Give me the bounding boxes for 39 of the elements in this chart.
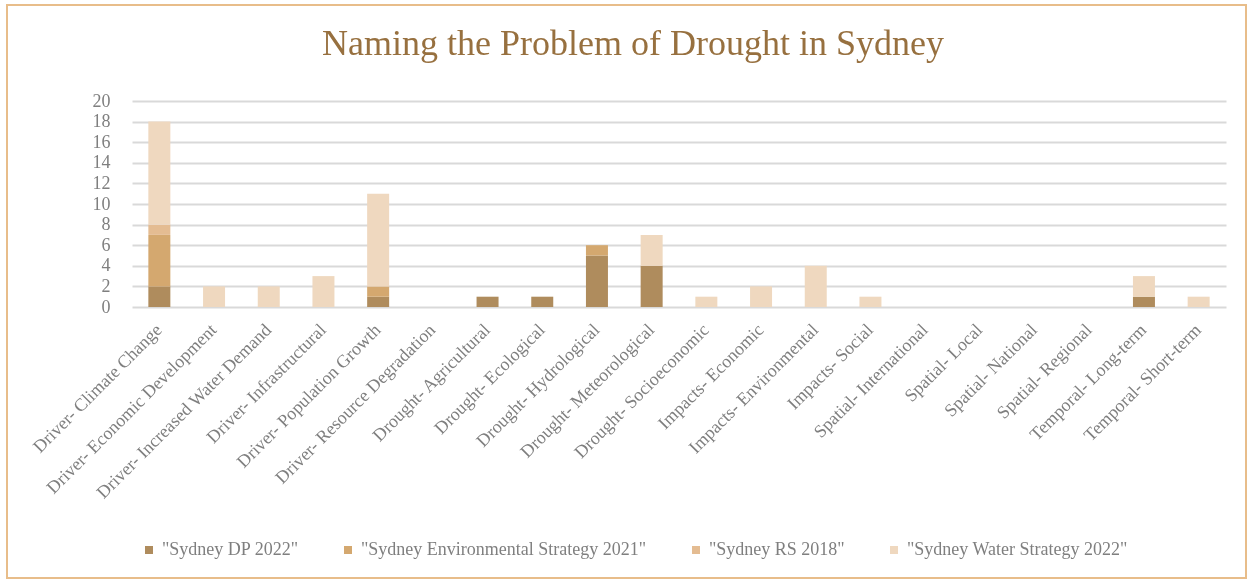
bar bbox=[148, 224, 171, 235]
y-tick-label: 4 bbox=[101, 255, 111, 276]
bar bbox=[1132, 296, 1155, 307]
y-tick-label: 6 bbox=[101, 234, 111, 255]
bar bbox=[257, 286, 280, 307]
bar bbox=[1187, 296, 1210, 307]
y-tick-label: 16 bbox=[92, 131, 111, 152]
bar bbox=[312, 276, 335, 307]
y-tick-label: 12 bbox=[92, 172, 111, 193]
bar bbox=[859, 296, 882, 307]
y-tick-label: 0 bbox=[101, 296, 111, 317]
legend-label: "Sydney Environmental Strategy 2021" bbox=[361, 539, 647, 559]
y-tick-label: 18 bbox=[92, 111, 111, 132]
y-tick-label: 8 bbox=[101, 214, 111, 235]
legend-label: "Sydney DP 2022" bbox=[162, 539, 299, 559]
y-tick-label: 10 bbox=[92, 193, 111, 214]
legend-label: "Sydney Water Strategy 2022" bbox=[907, 539, 1128, 559]
bar bbox=[367, 296, 390, 307]
bar bbox=[531, 296, 554, 307]
bar bbox=[585, 245, 608, 256]
legend-label: "Sydney RS 2018" bbox=[709, 539, 845, 559]
bar bbox=[640, 265, 663, 307]
bar bbox=[804, 265, 827, 307]
bar bbox=[148, 121, 171, 225]
bar bbox=[585, 255, 608, 307]
y-tick-label: 20 bbox=[92, 90, 111, 111]
bar bbox=[367, 193, 390, 287]
bar bbox=[203, 286, 226, 307]
bar bbox=[476, 296, 499, 307]
bar bbox=[750, 286, 773, 307]
y-tick-label: 2 bbox=[101, 275, 111, 296]
chart-title: Naming the Problem of Drought in Sydney bbox=[322, 23, 944, 63]
bar bbox=[640, 234, 663, 266]
bar bbox=[695, 296, 718, 307]
bar bbox=[1132, 276, 1155, 297]
bar bbox=[148, 234, 171, 287]
y-tick-label: 14 bbox=[92, 152, 111, 173]
bar bbox=[148, 286, 171, 307]
bar bbox=[367, 286, 390, 297]
